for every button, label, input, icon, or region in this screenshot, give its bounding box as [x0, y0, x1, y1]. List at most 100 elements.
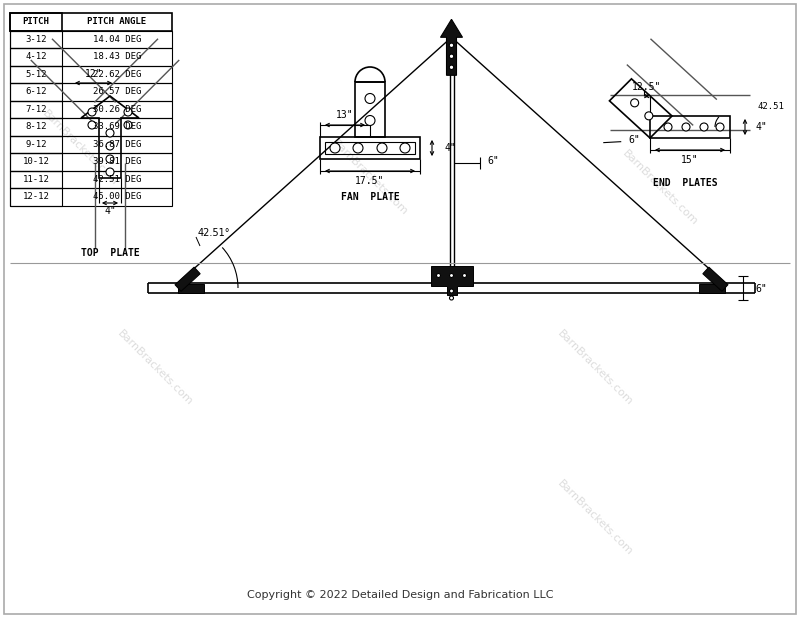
Circle shape	[106, 155, 114, 163]
Bar	[10, 153, 172, 171]
Text: 26.57 DEG: 26.57 DEG	[93, 87, 141, 96]
Circle shape	[630, 99, 638, 107]
Text: 4-12: 4-12	[26, 53, 46, 61]
Bar	[10, 66, 62, 83]
Text: 9-12: 9-12	[26, 140, 46, 149]
Polygon shape	[178, 284, 204, 292]
Bar	[10, 101, 62, 118]
Bar	[10, 48, 62, 66]
Polygon shape	[430, 266, 473, 295]
Text: 4": 4"	[104, 206, 116, 216]
Circle shape	[700, 123, 708, 131]
Circle shape	[400, 143, 410, 153]
Bar	[10, 101, 172, 118]
Bar	[355, 82, 385, 137]
Text: 42.51 DEG: 42.51 DEG	[93, 175, 141, 184]
Polygon shape	[702, 267, 728, 291]
Circle shape	[462, 274, 466, 277]
Circle shape	[682, 123, 690, 131]
Circle shape	[365, 93, 375, 103]
Text: Copyright © 2022 Detailed Design and Fabrication LLC: Copyright © 2022 Detailed Design and Fab…	[246, 590, 554, 600]
Text: 4": 4"	[444, 143, 456, 153]
Bar	[325, 142, 415, 154]
Circle shape	[450, 43, 454, 48]
Polygon shape	[699, 284, 725, 292]
Text: 36.87 DEG: 36.87 DEG	[93, 140, 141, 149]
Text: 45.00 DEG: 45.00 DEG	[93, 192, 141, 201]
Bar	[10, 48, 172, 66]
Circle shape	[88, 108, 96, 116]
Text: 6": 6"	[628, 135, 640, 145]
Bar	[10, 13, 172, 30]
Bar	[10, 135, 62, 153]
Text: 42.51: 42.51	[758, 101, 785, 111]
Circle shape	[330, 143, 340, 153]
Polygon shape	[175, 267, 200, 291]
Text: 33.69 DEG: 33.69 DEG	[93, 122, 141, 131]
Bar	[10, 188, 172, 206]
Text: 8-12: 8-12	[26, 122, 46, 131]
Text: 12": 12"	[85, 69, 102, 79]
Circle shape	[353, 143, 363, 153]
Text: BarnBrackets.com: BarnBrackets.com	[41, 109, 119, 187]
Polygon shape	[441, 19, 462, 75]
Text: BarnBrackets.com: BarnBrackets.com	[555, 329, 634, 407]
Text: 5-12: 5-12	[26, 70, 46, 78]
Bar	[10, 135, 172, 153]
Text: FAN  PLATE: FAN PLATE	[341, 192, 399, 202]
Bar	[10, 30, 62, 48]
Bar	[10, 153, 62, 171]
Text: 30.26 DEG: 30.26 DEG	[93, 104, 141, 114]
Bar	[320, 137, 420, 159]
Circle shape	[106, 142, 114, 150]
Text: 4": 4"	[755, 122, 766, 132]
Text: 6": 6"	[487, 156, 499, 166]
Text: PITCH: PITCH	[22, 17, 50, 26]
Circle shape	[450, 54, 454, 59]
Text: 14.04 DEG: 14.04 DEG	[93, 35, 141, 44]
Circle shape	[124, 108, 132, 116]
Text: 11-12: 11-12	[22, 175, 50, 184]
Text: 15": 15"	[681, 155, 699, 165]
Bar	[10, 83, 172, 101]
Text: 18.43 DEG: 18.43 DEG	[93, 53, 141, 61]
Text: 12.5": 12.5"	[632, 82, 662, 92]
Text: 42.51°: 42.51°	[198, 228, 230, 238]
Circle shape	[450, 274, 454, 277]
Text: 12-12: 12-12	[22, 192, 50, 201]
Circle shape	[450, 296, 454, 300]
Circle shape	[124, 121, 132, 129]
Circle shape	[450, 65, 454, 69]
Circle shape	[377, 143, 387, 153]
Text: 7-12: 7-12	[26, 104, 46, 114]
Text: 39.81 DEG: 39.81 DEG	[93, 157, 141, 166]
Bar	[10, 83, 62, 101]
Circle shape	[450, 289, 454, 293]
Text: TOP  PLATE: TOP PLATE	[81, 248, 139, 258]
Circle shape	[716, 123, 724, 131]
Circle shape	[106, 168, 114, 176]
Circle shape	[437, 274, 441, 277]
Text: PITCH ANGLE: PITCH ANGLE	[87, 17, 146, 26]
Circle shape	[106, 129, 114, 137]
Bar	[10, 171, 62, 188]
Text: 10-12: 10-12	[22, 157, 50, 166]
Text: BarnBrackets.com: BarnBrackets.com	[115, 329, 194, 407]
Bar	[10, 118, 172, 135]
Circle shape	[664, 123, 672, 131]
Text: 3-12: 3-12	[26, 35, 46, 44]
Bar	[10, 188, 62, 206]
Text: 17.5": 17.5"	[355, 176, 385, 186]
Text: 13": 13"	[336, 110, 354, 120]
Circle shape	[88, 121, 96, 129]
Text: 6-12: 6-12	[26, 87, 46, 96]
Text: 6": 6"	[755, 284, 766, 294]
Text: BarnBrackets.com: BarnBrackets.com	[621, 148, 699, 227]
Bar	[10, 66, 172, 83]
Circle shape	[645, 112, 653, 120]
Text: BarnBrackets.com: BarnBrackets.com	[555, 478, 634, 557]
Bar	[10, 30, 172, 48]
Circle shape	[365, 116, 375, 125]
Text: 22.62 DEG: 22.62 DEG	[93, 70, 141, 78]
Bar	[10, 171, 172, 188]
